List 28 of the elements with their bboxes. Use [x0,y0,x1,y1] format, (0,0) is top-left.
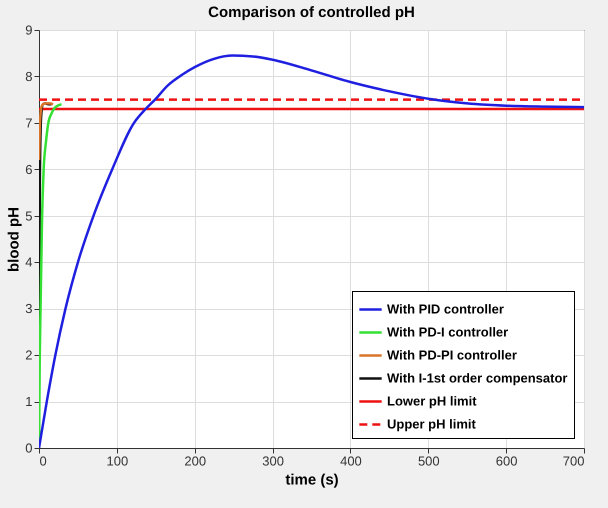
x-axis-title: time (s) [285,472,339,488]
x-tick-label: 300 [262,454,284,468]
x-tick-label: 400 [340,454,362,468]
x-tick-label: 100 [106,454,128,468]
line-series [39,102,54,162]
y-tick-label: 2 [25,348,32,363]
y-tick-label: 8 [25,68,32,84]
y-tick-label: 4 [25,254,32,270]
legend-label: Lower pH limit [387,394,478,408]
y-tick-label: 3 [25,301,32,316]
legend-label: With PD-PI controller [387,348,517,362]
legend-label: With I-1st order compensator [387,370,568,386]
x-tick-label: 500 [418,454,440,468]
legend-label: With PID controller [387,302,504,316]
y-tick-label: 6 [25,162,32,177]
y-tick-label: 0 [25,440,32,456]
y-tick-label: 7 [25,115,32,130]
x-tick-label: 0 [40,454,47,468]
legend-label: With PD-I controller [387,324,508,340]
x-tick-label: 200 [184,454,206,468]
x-tick-label: 600 [496,454,518,468]
y-tick-label: 1 [25,394,32,410]
y-axis-title: blood pH [5,207,22,272]
x-tick-label: 700 [562,454,584,468]
legend-label: Upper pH limit [387,416,477,432]
y-tick-label: 5 [25,208,32,224]
y-tick-label: 9 [25,22,32,38]
chart-title: Comparison of controlled pH [208,4,415,21]
